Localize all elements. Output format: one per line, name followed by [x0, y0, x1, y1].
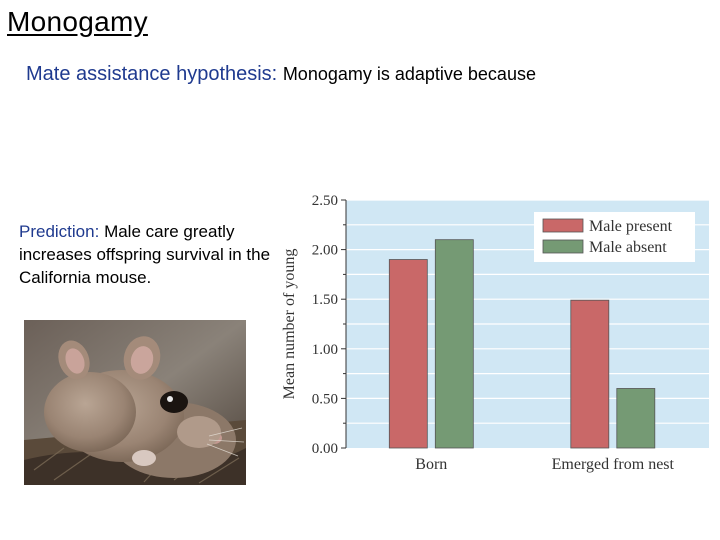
y-axis-label: Mean number of young — [281, 249, 298, 400]
legend-label: Male absent — [589, 239, 667, 256]
prediction-text-block: Prediction: Male care greatly increases … — [19, 220, 281, 289]
x-category-label: Emerged from nest — [552, 456, 675, 473]
prediction-text: Male care greatly increases offspring su… — [19, 222, 271, 287]
bar-male-present — [388, 259, 428, 449]
slide-title: Monogamy — [7, 6, 148, 37]
bar-male-absent — [434, 239, 474, 449]
y-tick-label: 2.50 — [312, 193, 338, 209]
y-tick-label: 0.00 — [312, 441, 338, 457]
y-tick-label: 0.50 — [312, 391, 338, 407]
mouse-illustration — [24, 320, 246, 485]
bar-male-absent — [616, 388, 656, 449]
bar-male-present — [570, 299, 610, 449]
legend-swatch — [542, 239, 584, 254]
legend-label: Male present — [589, 218, 673, 235]
hypothesis-term: Mate assistance hypothesis: — [26, 63, 278, 85]
california-mouse-photo — [24, 320, 246, 485]
y-tick-label: 2.00 — [312, 243, 338, 259]
hypothesis-line: Mate assistance hypothesis: Monogamy is … — [26, 63, 536, 86]
hypothesis-text: Monogamy is adaptive because — [282, 64, 536, 84]
y-tick-label: 1.50 — [312, 292, 338, 308]
prediction-term: Prediction: — [19, 222, 100, 241]
young-survival-bar-chart: 0.00 0.50 1.00 1.50 2.00 2.50 Mean number of y… — [281, 193, 709, 473]
x-category-label: Born — [415, 456, 447, 473]
y-tick-label: 1.00 — [312, 342, 338, 358]
legend-swatch — [542, 218, 584, 233]
